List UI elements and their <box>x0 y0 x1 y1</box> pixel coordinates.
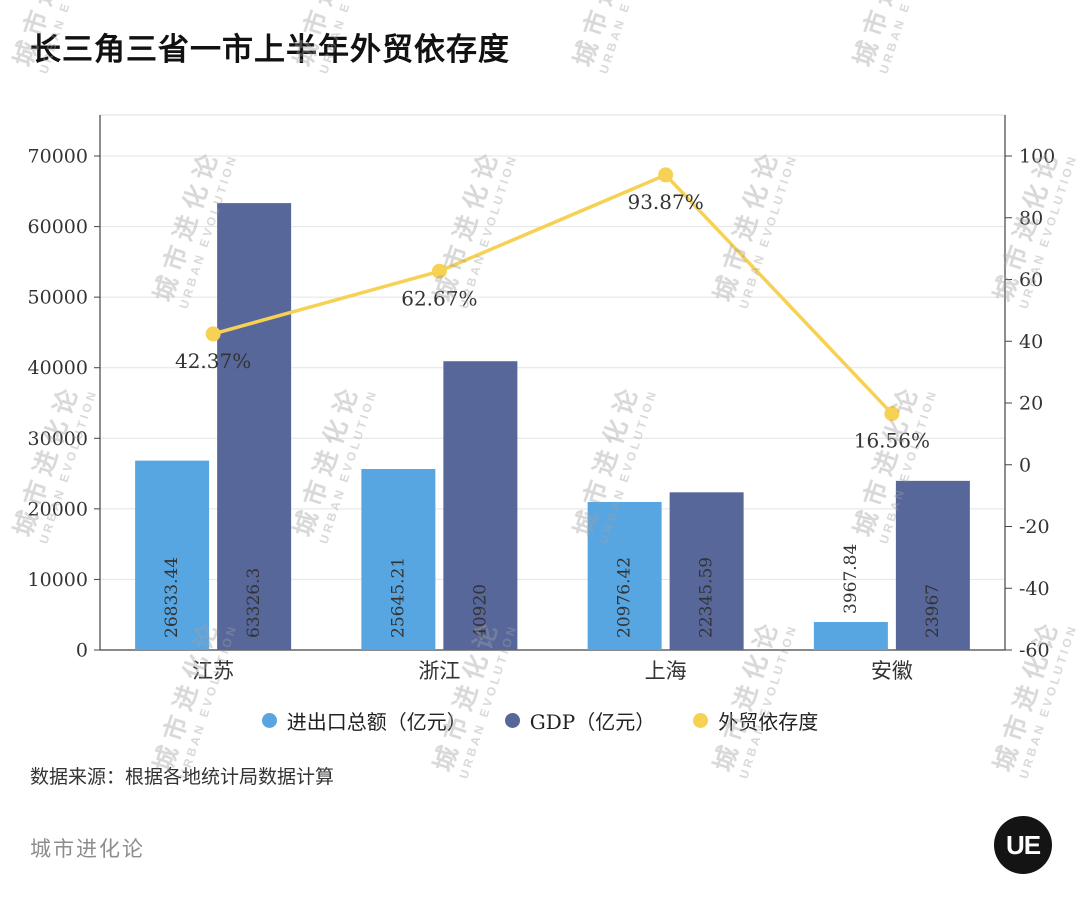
bar-value-label-imports-0: 26833.44 <box>162 557 182 638</box>
right-axis-tick-label: 40 <box>1019 331 1043 353</box>
right-axis-tick-label: 20 <box>1019 393 1043 415</box>
legend-label-dependence: 外贸依存度 <box>718 710 819 734</box>
right-axis-tick-label: 0 <box>1019 454 1031 476</box>
bar-gdp-2 <box>669 492 744 650</box>
x-axis-category-label-0: 江苏 <box>192 659 234 683</box>
legend-item-dependence: 外贸依存度 <box>693 706 818 735</box>
left-axis-tick-label: 20000 <box>28 498 88 520</box>
dependence-line <box>212 173 894 415</box>
ue-logo: UE <box>994 816 1052 874</box>
line-point-2 <box>658 167 674 183</box>
right-axis-tick-label: 100 <box>1019 146 1055 168</box>
left-axis-tick-label: 70000 <box>28 146 88 168</box>
left-axis-tick-label: 30000 <box>28 428 88 450</box>
bar-value-label-gdp-3: 23967 <box>923 584 943 638</box>
bar-imports-2 <box>587 501 662 650</box>
left-axis-tick-label: 0 <box>76 640 88 662</box>
line-point-label-0: 42.37% <box>175 349 251 373</box>
right-axis-tick-label: 60 <box>1019 269 1043 291</box>
bar-gdp-3 <box>895 480 970 650</box>
legend-swatch-gdp <box>504 713 520 728</box>
line-point-3 <box>884 406 900 422</box>
combo-chart: 0 10000 20000 30000 40000 50000 60000 70000 -60 -… <box>28 114 1055 683</box>
right-axis-tick-label: -60 <box>1019 640 1050 662</box>
bar-gdp-0 <box>217 203 292 650</box>
left-axis-tick-label: 40000 <box>28 357 88 379</box>
right-axis-tick-label: -40 <box>1019 578 1050 600</box>
x-axis-category-label-3: 安徽 <box>871 659 913 683</box>
legend-item-gdp: GDP（亿元） <box>504 706 656 735</box>
source-note: 数据来源：根据各地统计局数据计算 <box>30 766 335 788</box>
left-axis-tick-label: 60000 <box>28 216 88 238</box>
bar-imports-3 <box>813 621 888 650</box>
legend-swatch-dependence <box>693 713 709 728</box>
legend-swatch-imports <box>261 713 277 728</box>
bar-value-label-imports-2: 20976.42 <box>615 557 635 638</box>
line-point-label-3: 16.56% <box>854 429 930 453</box>
right-axis-tick-label: 80 <box>1019 207 1043 229</box>
right-axis-tick-label: -20 <box>1019 516 1050 538</box>
left-axis-tick-label: 10000 <box>28 569 88 591</box>
left-axis-tick-label: 50000 <box>28 287 88 309</box>
line-point-label-2: 93.87% <box>627 190 703 214</box>
bar-value-label-gdp-2: 22345.59 <box>697 557 717 638</box>
legend-label-imports: 进出口总额（亿元） <box>286 710 467 734</box>
line-point-0 <box>205 326 221 342</box>
bar-value-label-imports-1: 25645.21 <box>388 557 408 638</box>
chart-title: 长三角三省一市上半年外贸依存度 <box>30 32 510 67</box>
ue-logo-text: UE <box>1005 829 1041 860</box>
x-axis-category-label-1: 浙江 <box>418 659 460 683</box>
line-point-label-1: 62.67% <box>401 286 477 310</box>
bar-value-label-gdp-0: 63326.3 <box>244 568 264 638</box>
bar-imports-1 <box>361 469 436 650</box>
line-point-1 <box>431 263 447 279</box>
bar-value-label-imports-3: 3967.84 <box>841 544 861 614</box>
chart-legend: 进出口总额（亿元） GDP（亿元） 外贸依存度 <box>0 706 1080 735</box>
x-axis-category-label-2: 上海 <box>645 659 687 683</box>
bar-imports-0 <box>135 460 210 650</box>
footer-brand: 城市进化论 <box>30 837 145 861</box>
legend-item-imports: 进出口总额（亿元） <box>261 706 467 735</box>
bar-value-label-gdp-1: 40920 <box>470 584 490 638</box>
bar-gdp-1 <box>443 361 518 650</box>
legend-label-gdp: GDP（亿元） <box>529 710 656 734</box>
